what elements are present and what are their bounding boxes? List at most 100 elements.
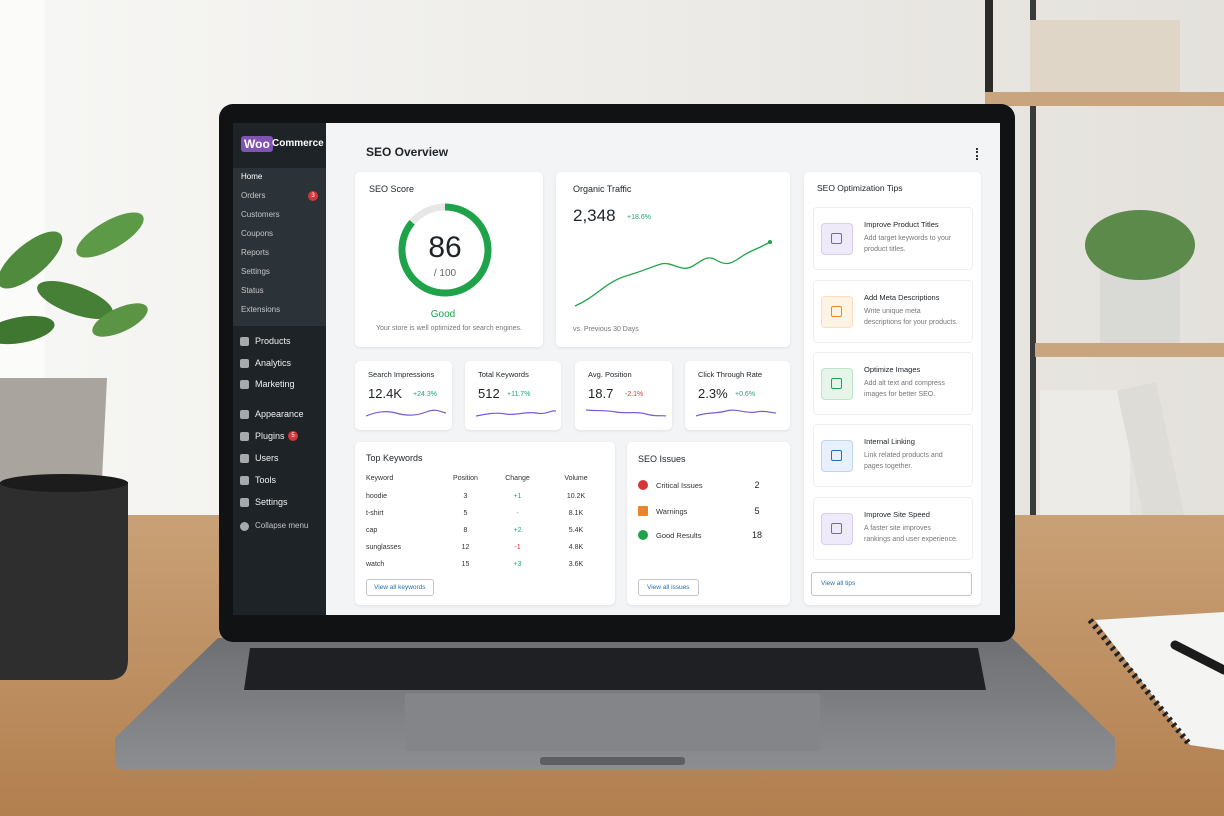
menu-icon — [240, 498, 249, 507]
traffic-line — [574, 241, 771, 307]
tip-glyph — [831, 523, 842, 534]
menu-icon — [240, 454, 249, 463]
tip-text: Write unique meta descriptions for your … — [864, 308, 958, 326]
metric-change: +24.3% — [413, 391, 437, 398]
submenu-item[interactable]: Status — [241, 286, 264, 295]
plugins-badge: 5 — [288, 431, 298, 441]
shelf-pot — [1100, 270, 1180, 343]
logo-name: Commerce — [272, 138, 324, 149]
metric-label: Search Impressions — [368, 370, 435, 379]
score-value: 86 — [428, 231, 462, 264]
view-keywords-button[interactable]: View all keywords — [366, 579, 434, 596]
metric-change: +11.7% — [507, 391, 531, 398]
tip-text: A faster site improves rankings and user… — [864, 525, 958, 543]
card-title: Organic Traffic — [573, 184, 632, 194]
sparkline — [366, 409, 447, 417]
table-cell: 15 — [461, 561, 470, 568]
shelf-board — [985, 92, 1224, 106]
table-cell: +1 — [513, 493, 522, 500]
organic-traffic-card: Organic Traffic 2,348 +18.6% vs. Previous 3… — [556, 172, 790, 347]
tip-icon — [821, 223, 853, 255]
table-cell: 8 — [463, 527, 468, 534]
issue-label: Warnings — [656, 507, 688, 516]
issue-count: 2 — [754, 480, 760, 490]
tip-glyph — [831, 306, 842, 317]
menu-item[interactable]: Marketing — [255, 379, 295, 389]
issue-count: 5 — [754, 506, 760, 516]
table-cell: 8.1K — [568, 510, 584, 517]
screen: Woo Commerce Home Orders Customers Coupons Rep… — [233, 123, 1000, 615]
metric-change: +0.6% — [735, 391, 756, 398]
logo-brand: Woo — [241, 136, 273, 152]
column-header: Change — [505, 475, 530, 482]
shelf-book — [1116, 382, 1185, 523]
collapse-menu[interactable]: Collapse menu — [255, 521, 309, 530]
table-cell: hoodie — [366, 493, 388, 500]
metric-label: Total Keywords — [478, 370, 529, 379]
card-title: SEO Optimization Tips — [817, 183, 903, 193]
menu-item[interactable]: Plugins — [255, 431, 285, 441]
top-keywords-card: Top Keywords Keyword Position Change Volume h… — [355, 442, 615, 605]
metric-sparkline — [366, 409, 447, 417]
menu-item[interactable]: Settings — [255, 497, 288, 507]
card-title: SEO Score — [369, 184, 415, 194]
table-cell: 5 — [463, 510, 468, 517]
table-cell: t-shirt — [366, 510, 384, 517]
metric-card: Total Keywords 512 +11.7% — [465, 361, 561, 430]
tip-glyph — [831, 378, 842, 389]
traffic-value: 2,348 — [573, 206, 616, 225]
page-title: SEO Overview — [366, 145, 449, 159]
tip-title: Improve Site Speed — [864, 510, 930, 519]
tip-title: Internal Linking — [864, 437, 915, 446]
tip-item: Optimize Images Add alt text and compress… — [813, 352, 973, 415]
view-issues-button[interactable]: View all issues — [638, 579, 699, 596]
table-cell: 4.8K — [568, 544, 584, 551]
issue-label: Critical Issues — [656, 481, 703, 490]
menu-item[interactable]: Appearance — [255, 409, 304, 419]
menu-item[interactable]: Analytics — [255, 358, 292, 368]
tip-icon — [821, 368, 853, 400]
tip-item: Internal Linking Link related products an… — [813, 424, 973, 487]
card-title: SEO Issues — [638, 454, 686, 464]
more-menu[interactable] — [976, 148, 980, 160]
menu-icon — [240, 476, 249, 485]
menu-item[interactable]: Users — [255, 453, 279, 463]
metric-value: 512 — [478, 386, 500, 401]
submenu-item[interactable]: Coupons — [241, 229, 274, 238]
tip-glyph — [831, 233, 842, 244]
issue-label: Good Results — [656, 531, 702, 540]
traffic-chart — [574, 240, 772, 307]
view-tips-button[interactable]: View all tips — [811, 572, 972, 596]
menu-item[interactable]: Tools — [255, 475, 277, 485]
submenu-item[interactable]: Settings — [241, 267, 270, 276]
shelf-board — [1035, 343, 1224, 357]
table-cell: sunglasses — [366, 544, 402, 551]
submenu-item[interactable]: Home — [241, 172, 263, 181]
column-header: Volume — [564, 475, 588, 482]
tip-item: Improve Site Speed A faster site improves… — [813, 497, 973, 560]
submenu-item[interactable]: Reports — [241, 248, 270, 257]
orders-badge: 3 — [308, 191, 318, 201]
score-rating: Good — [430, 309, 456, 320]
table-cell: +3 — [513, 561, 522, 568]
shelf-books — [1040, 390, 1130, 520]
submenu-item[interactable]: Orders — [241, 191, 266, 200]
menu-item[interactable]: Products — [255, 336, 291, 346]
issue-icon — [638, 480, 648, 490]
issue-icon — [638, 530, 648, 540]
sparkline — [696, 409, 777, 417]
table-cell: 3.6K — [568, 561, 584, 568]
tips-card: SEO Optimization Tips Improve Product Tit… — [804, 172, 981, 605]
table-cell: - — [516, 510, 519, 517]
metric-card: Avg. Position 18.7 -2.1% — [575, 361, 672, 430]
sidebar: Woo Commerce Home Orders Customers Coupons Rep… — [233, 123, 326, 615]
column-header: Position — [453, 475, 478, 482]
shelf-box — [1030, 20, 1180, 92]
table-cell: +2 — [513, 527, 522, 534]
metric-card: Click Through Rate 2.3% +0.6% — [685, 361, 790, 430]
submenu-item[interactable]: Extensions — [241, 305, 281, 314]
submenu-item[interactable]: Customers — [241, 210, 280, 219]
traffic-end — [768, 240, 772, 244]
tip-title: Improve Product Titles — [864, 220, 939, 229]
tip-item: Improve Product Titles Add target keyword… — [813, 207, 973, 270]
